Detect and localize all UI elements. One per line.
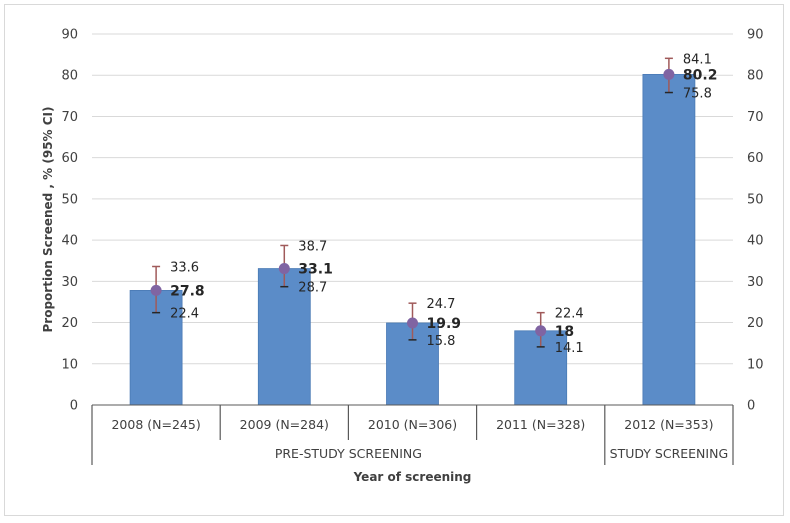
point-marker xyxy=(663,68,675,80)
y-tick-label-right: 30 xyxy=(747,275,764,290)
point-marker xyxy=(150,284,162,296)
y-tick-label-left: 60 xyxy=(61,151,78,166)
y-tick-label-left: 0 xyxy=(70,399,78,414)
data-label: 18 xyxy=(555,324,574,340)
ci-upper-label: 38.7 xyxy=(298,239,327,254)
ci-upper-label: 22.4 xyxy=(555,307,584,322)
x-category-label: 2012 (N=353) xyxy=(624,417,713,432)
ci-lower-label: 75.8 xyxy=(683,87,712,102)
x-category-label: 2009 (N=284) xyxy=(240,417,329,432)
point-marker xyxy=(535,325,547,337)
y-tick-label-left: 50 xyxy=(61,192,78,207)
bar xyxy=(642,73,696,406)
y-tick-label-left: 30 xyxy=(61,275,78,290)
y-tick-label-right: 10 xyxy=(747,357,764,372)
y-tick-label-right: 60 xyxy=(747,151,764,166)
y-tick-label-left: 90 xyxy=(61,28,78,43)
y-tick-label-right: 0 xyxy=(747,399,755,414)
x-axis-title: Year of screening xyxy=(353,470,472,484)
y-tick-label-right: 40 xyxy=(747,234,764,249)
ci-lower-label: 28.7 xyxy=(298,281,327,296)
y-tick-label-left: 70 xyxy=(61,110,78,125)
data-label: 80.2 xyxy=(683,67,718,83)
x-group-label: PRE-STUDY SCREENING xyxy=(275,446,422,461)
y-axis-title: Proportion Screened , % (95% CI) xyxy=(41,106,55,332)
x-category-label: 2011 (N=328) xyxy=(496,417,585,432)
ci-upper-label: 33.6 xyxy=(170,260,199,275)
ci-lower-label: 22.4 xyxy=(170,307,199,322)
ci-upper-label: 84.1 xyxy=(683,52,712,67)
data-label: 19.9 xyxy=(427,316,462,332)
y-tick-label-left: 40 xyxy=(61,234,78,249)
y-tick-label-left: 10 xyxy=(61,357,78,372)
y-tick-label-right: 50 xyxy=(747,192,764,207)
x-category-label: 2008 (N=245) xyxy=(111,417,200,432)
point-marker xyxy=(407,317,418,329)
y-tick-label-right: 80 xyxy=(747,69,764,84)
x-group-label: STUDY SCREENING xyxy=(610,446,729,461)
y-tick-label-right: 20 xyxy=(747,316,764,331)
y-tick-label-right: 90 xyxy=(747,28,764,43)
y-tick-label-right: 70 xyxy=(747,110,764,125)
y-tick-label-left: 20 xyxy=(61,316,78,331)
point-marker xyxy=(278,263,290,275)
x-category-label: 2010 (N=306) xyxy=(368,417,457,432)
data-label: 27.8 xyxy=(170,283,205,299)
y-tick-label-left: 80 xyxy=(61,69,78,84)
data-label: 33.1 xyxy=(298,262,333,278)
ci-upper-label: 24.7 xyxy=(427,297,456,312)
ci-lower-label: 15.8 xyxy=(427,334,456,349)
ci-lower-label: 14.1 xyxy=(555,341,584,356)
